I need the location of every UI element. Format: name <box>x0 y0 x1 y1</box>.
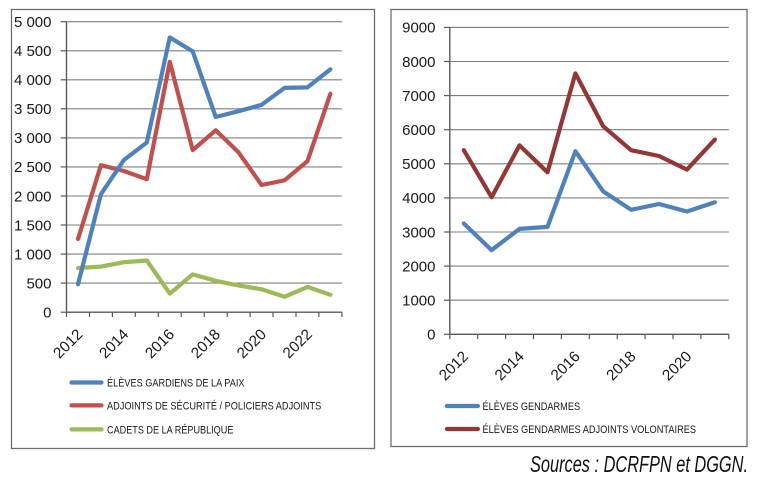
svg-text:ADJOINTS DE SÉCURITÉ / POLICIE: ADJOINTS DE SÉCURITÉ / POLICIERS ADJOINT… <box>107 399 321 412</box>
svg-text:7000: 7000 <box>402 88 435 105</box>
svg-text:ÉLÈVES GENDARMES ADJOINTS VOLO: ÉLÈVES GENDARMES ADJOINTS VOLONTAIRES <box>483 423 697 436</box>
svg-text:0: 0 <box>427 327 435 344</box>
svg-text:8000: 8000 <box>402 54 435 71</box>
svg-text:3 500: 3 500 <box>14 101 52 118</box>
svg-text:ÉLÈVES GARDIENS DE LA PAIX: ÉLÈVES GARDIENS DE LA PAIX <box>107 376 245 389</box>
svg-text:5 000: 5 000 <box>14 14 52 31</box>
svg-text:ÉLÈVES GENDARMES: ÉLÈVES GENDARMES <box>483 400 581 413</box>
svg-text:6000: 6000 <box>402 122 435 139</box>
svg-text:9000: 9000 <box>402 20 435 37</box>
svg-text:2 000: 2 000 <box>14 188 52 205</box>
svg-text:1000: 1000 <box>402 293 435 310</box>
svg-text:0: 0 <box>43 305 51 322</box>
svg-text:4000: 4000 <box>402 190 435 207</box>
svg-text:Sources : DCRFPN et DGGN.: Sources : DCRFPN et DGGN. <box>530 451 748 477</box>
svg-text:1 000: 1 000 <box>14 246 52 263</box>
svg-text:1 500: 1 500 <box>14 217 52 234</box>
svg-text:CADETS DE LA RÉPUBLIQUE: CADETS DE LA RÉPUBLIQUE <box>107 423 233 436</box>
svg-text:2000: 2000 <box>402 258 435 275</box>
svg-text:4 500: 4 500 <box>14 43 52 60</box>
svg-text:2 500: 2 500 <box>14 159 52 176</box>
svg-text:3000: 3000 <box>402 224 435 241</box>
svg-text:5000: 5000 <box>402 156 435 173</box>
svg-text:500: 500 <box>26 275 51 292</box>
svg-text:3 000: 3 000 <box>14 130 52 147</box>
svg-text:4 000: 4 000 <box>14 72 52 89</box>
